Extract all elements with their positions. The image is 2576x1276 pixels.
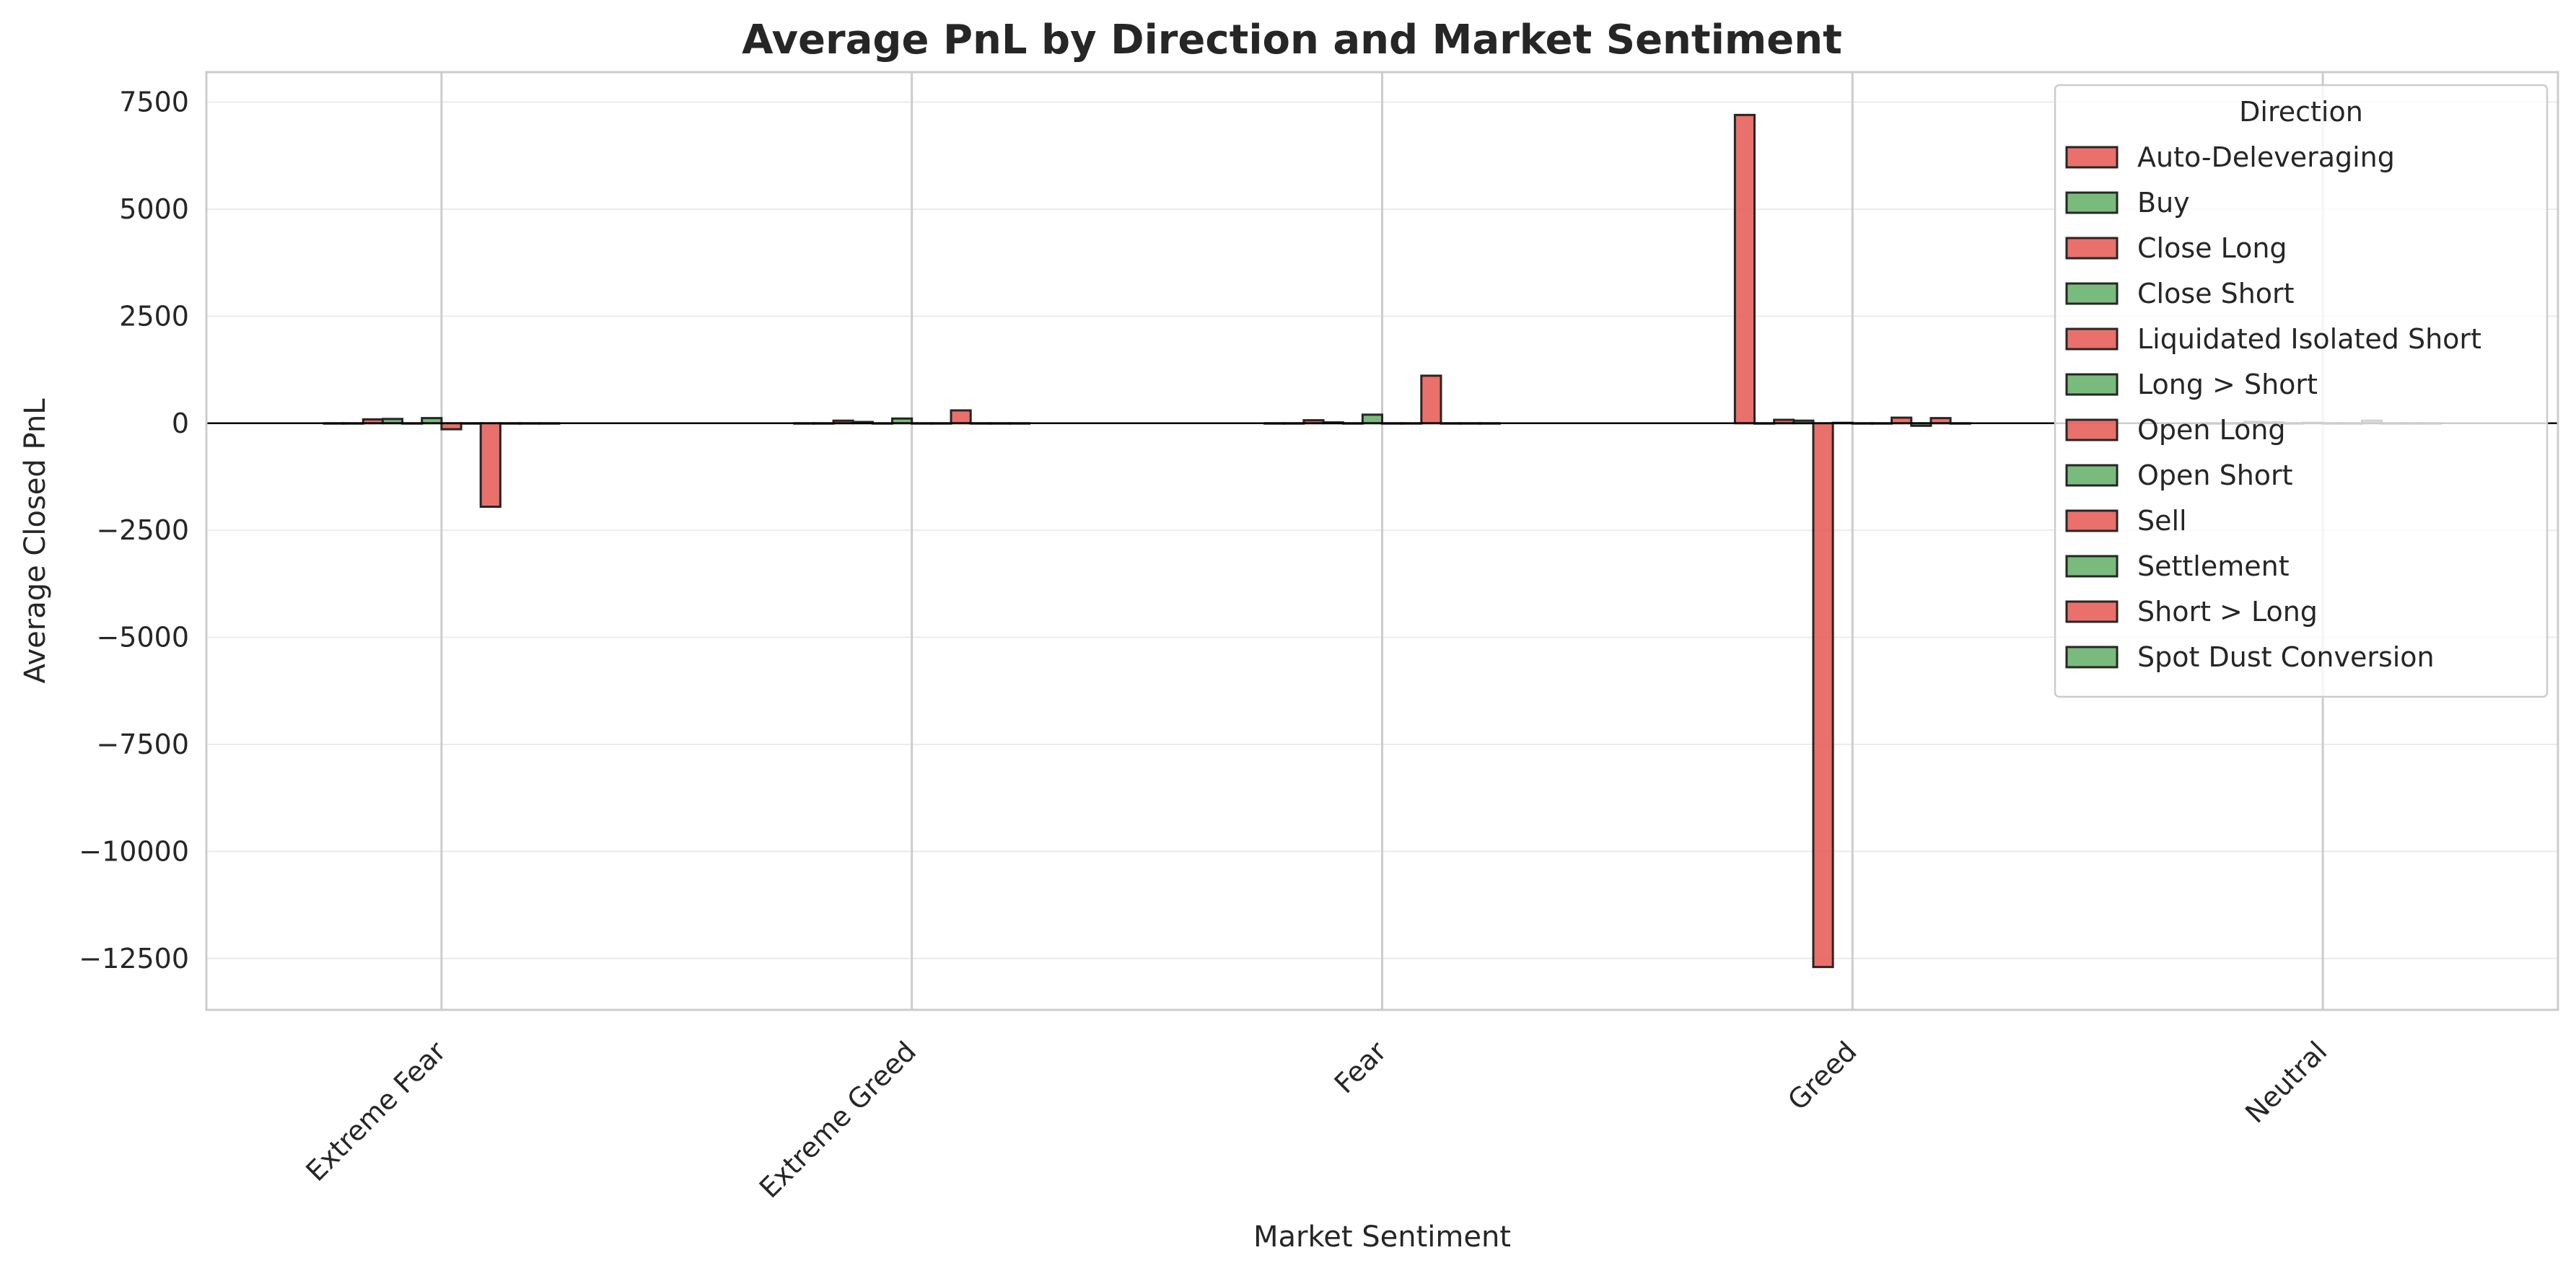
bar-auto-deleveraging-greed [1733,113,1756,425]
bar-sell-extreme-greed [950,409,972,425]
legend-swatch [2065,600,2119,623]
legend-label: Close Long [2137,232,2287,264]
legend-label: Spot Dust Conversion [2137,641,2435,673]
y-tick-label: −5000 [96,622,189,654]
legend-label: Open Short [2137,459,2293,491]
bar-sell-extreme-fear [479,422,501,509]
legend-label: Buy [2137,187,2190,219]
y-tick-label: 0 [172,408,189,439]
legend-label: Short > Long [2137,596,2318,628]
y-axis-label: Average Closed PnL [19,398,52,684]
legend-swatch [2065,464,2119,487]
legend: Direction Auto-Deleveraging Buy Close Long… [2054,84,2549,698]
y-tick-label: −10000 [79,835,189,867]
legend-label: Sell [2137,505,2187,537]
y-tick-label: 2500 [119,300,189,332]
legend-label: Settlement [2137,550,2290,582]
legend-label: Auto-Deleveraging [2137,141,2395,173]
legend-label: Liquidated Isolated Short [2137,323,2481,355]
legend-label: Long > Short [2137,369,2318,400]
legend-swatch [2065,191,2119,214]
chart-title: Average PnL by Direction and Market Sent… [742,17,1842,63]
legend-swatch [2065,146,2119,169]
y-tick-label: 5000 [119,193,189,225]
legend-swatch [2065,327,2119,351]
legend-box [2054,84,2549,698]
y-tick-label: −7500 [96,729,189,760]
y-axis-ticks: 7500 5000 2500 0 −2500 −5000 −7500 −10000 −12500 [79,87,189,974]
legend-swatch [2065,555,2119,578]
x-axis-label: Market Sentiment [1253,1220,1511,1254]
bar-liquidated-isolated-short-greed [1812,422,1834,969]
legend-swatch [2065,282,2119,305]
legend-items: Auto-Deleveraging Buy Close Long Close Shor… [2065,141,2481,673]
legend-label: Close Short [2137,278,2295,309]
bar-long-short-fear [1361,413,1384,425]
legend-swatch [2065,509,2119,532]
legend-swatch [2065,237,2119,260]
legend-label: Open Long [2137,414,2286,446]
bar-sell-fear [1420,374,1442,425]
y-tick-label: −12500 [79,943,189,974]
plot-frame [205,71,2559,1011]
grid-layer [206,72,2558,1010]
legend-swatch [2065,646,2119,669]
y-tick-label: 7500 [119,87,189,118]
y-tick-label: −2500 [96,514,189,546]
legend-title: Direction [2239,96,2363,128]
legend-swatch [2065,373,2119,396]
legend-swatch [2065,418,2119,441]
